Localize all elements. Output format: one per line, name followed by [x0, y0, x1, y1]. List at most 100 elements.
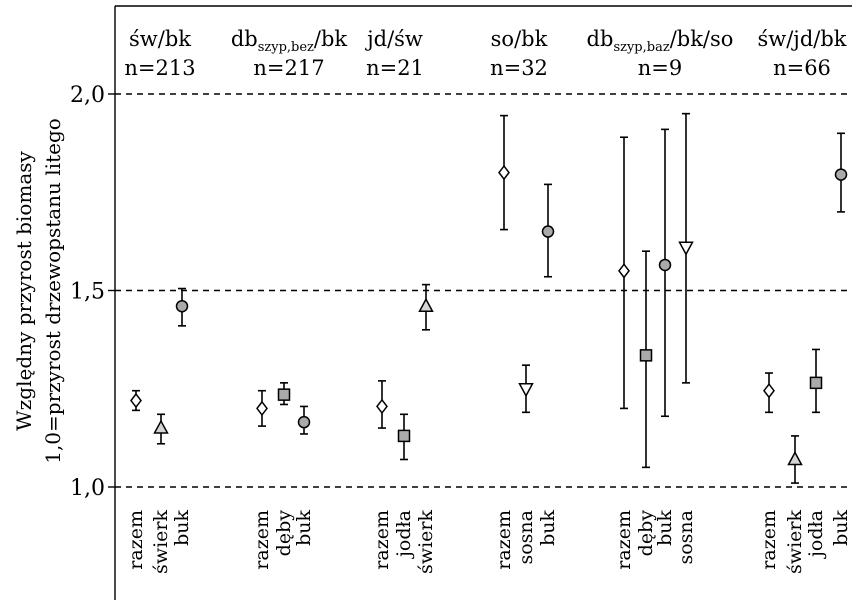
- y-tick-label: 1,5: [70, 280, 105, 305]
- square-marker: [397, 429, 411, 443]
- category-label: dęby: [635, 510, 657, 557]
- category-label: jodła: [393, 510, 415, 559]
- y-tick-label: 2,0: [70, 83, 105, 108]
- data-point: [256, 389, 268, 427]
- y-tick-label: 1,0: [70, 476, 105, 501]
- category-label: świerk: [415, 510, 437, 574]
- category-label: buk: [171, 510, 193, 546]
- group-title-suffix: /bk/so: [670, 27, 734, 51]
- data-point: [639, 250, 653, 469]
- group-title: dbszyp,baz/bk/so: [587, 27, 734, 55]
- data-point: [787, 435, 803, 484]
- data-point: [541, 183, 555, 278]
- group-title: dbszyp,bez/bk: [231, 27, 348, 55]
- data-point: [809, 348, 823, 414]
- category-label: buk: [830, 510, 852, 546]
- diamond-marker: [256, 400, 268, 417]
- category-label: sosna: [515, 510, 537, 565]
- group-title-main: db: [231, 27, 258, 51]
- group-title-main: jd/św: [364, 27, 423, 51]
- data-point: [418, 283, 434, 331]
- data-point: [678, 112, 694, 384]
- diamond-marker: [618, 263, 630, 279]
- group-title: św/bk: [129, 27, 191, 51]
- group-title-main: św/jd/bk: [757, 27, 846, 51]
- group: so/bk n=32 razem sosna buk: [490, 27, 559, 570]
- data-point: [834, 132, 848, 213]
- group: św/bk n=213 razem świerk buk: [124, 27, 195, 574]
- data-point: [658, 128, 672, 418]
- group-title-subscript: szyp,baz: [613, 40, 669, 55]
- circle-marker: [834, 168, 848, 181]
- group-n-label: n=21: [366, 56, 424, 80]
- category-label: buk: [537, 510, 559, 546]
- category-label: razem: [371, 510, 393, 570]
- data-point: [518, 364, 534, 414]
- category-label: buk: [654, 510, 676, 546]
- group: św/jd/bk n=66 razem świerk jodła buk: [757, 27, 852, 574]
- data-point: [618, 136, 630, 410]
- circle-marker: [175, 299, 189, 313]
- group-title-subscript: szyp,bez: [258, 40, 314, 55]
- category-label: sosna: [675, 510, 697, 565]
- diamond-marker: [763, 382, 775, 399]
- category-label: razem: [758, 510, 780, 570]
- group-n-label: n=32: [490, 56, 548, 80]
- diamond-marker: [498, 164, 510, 181]
- category-label: razem: [493, 510, 515, 570]
- triangle-down-marker: [518, 383, 534, 398]
- circle-marker: [658, 258, 672, 272]
- triangle-up-marker: [787, 450, 803, 466]
- category-label: dęby: [273, 510, 295, 557]
- square-marker: [809, 376, 823, 390]
- data-point: [297, 405, 311, 435]
- reference-lines-layer: [115, 93, 852, 488]
- category-label: razem: [251, 510, 273, 570]
- category-label: świerk: [150, 510, 172, 574]
- diamond-marker: [376, 398, 388, 415]
- triangle-down-marker: [678, 241, 694, 256]
- triangle-up-marker: [418, 297, 434, 312]
- group-title: so/bk: [491, 27, 548, 51]
- group-n-label: n=9: [638, 56, 682, 80]
- square-marker: [277, 388, 291, 401]
- category-label: razem: [125, 510, 147, 570]
- data-point: [397, 413, 411, 461]
- data-point: [175, 287, 189, 327]
- category-label: jodła: [805, 510, 827, 559]
- group-title-main: db: [587, 27, 614, 51]
- category-label: razem: [613, 510, 635, 570]
- data-point: [498, 114, 510, 231]
- circle-marker: [541, 225, 555, 238]
- group-title: jd/św: [364, 27, 423, 51]
- group-n-label: n=217: [253, 56, 324, 80]
- category-label: świerk: [784, 510, 806, 574]
- data-point: [130, 389, 142, 412]
- y-axis-title-line1: Względny przyrost biomasy: [12, 150, 36, 430]
- y-axis-title-line2: 1,0=przyrost drzewopstanu litego: [41, 118, 65, 464]
- circle-marker: [297, 415, 311, 429]
- group-title-main: św/bk: [129, 27, 191, 51]
- data-point: [763, 372, 775, 414]
- group-title-main: so/bk: [491, 27, 548, 51]
- group-title: św/jd/bk: [757, 27, 846, 51]
- square-marker: [639, 349, 653, 362]
- group-n-label: n=66: [773, 56, 831, 80]
- data-point: [153, 413, 169, 445]
- group: jd/św n=21 razem jodła świerk: [364, 27, 437, 574]
- category-label: buk: [293, 510, 315, 546]
- triangle-up-marker: [153, 419, 169, 434]
- y-axis-title: Względny przyrost biomasy 1,0=przyrost d…: [12, 118, 65, 464]
- axes-layer: [114, 5, 852, 600]
- data-point: [277, 382, 291, 406]
- group-n-label: n=213: [124, 56, 195, 80]
- data-point: [376, 380, 388, 429]
- group-title-suffix: /bk: [314, 27, 348, 51]
- diamond-marker: [130, 392, 142, 409]
- y-ticks-layer: 1,0 1,5 2,0: [70, 83, 115, 501]
